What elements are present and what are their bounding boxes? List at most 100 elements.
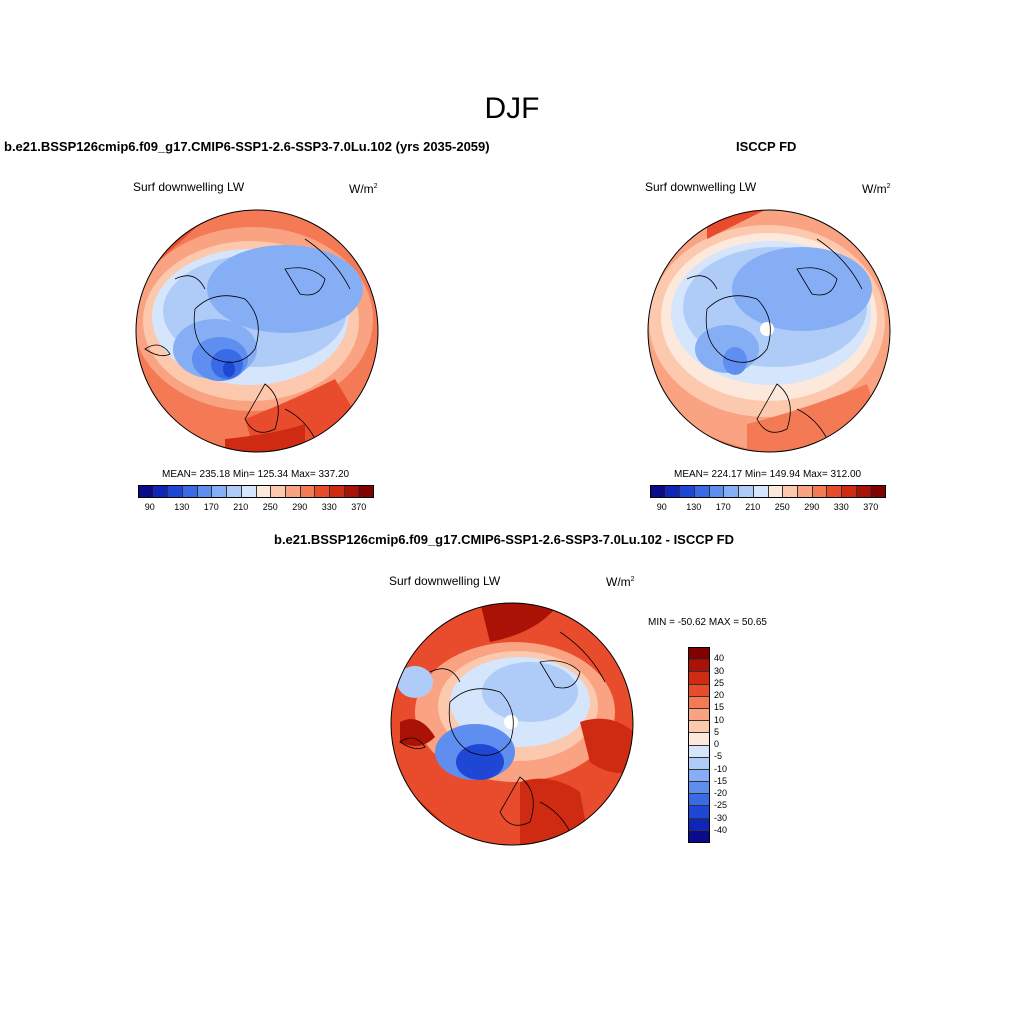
colorbar-swatch: [344, 486, 360, 497]
colorbar-swatch: [695, 486, 710, 497]
panel2-units-label: W/m2: [862, 182, 891, 196]
colorbar-swatch: [739, 486, 754, 497]
colorbar-swatch: [689, 684, 709, 697]
colorbar-swatch: [753, 486, 769, 497]
colorbar-tick-label: 170: [715, 502, 731, 512]
colorbar-swatch: [256, 486, 272, 497]
panel3-colorbar: [688, 647, 710, 843]
colorbar-swatch: [709, 486, 725, 497]
colorbar-swatch: [651, 486, 666, 497]
colorbar-swatch: [871, 486, 885, 497]
colorbar-swatch: [689, 806, 709, 819]
colorbar-tick-label: 370: [351, 502, 367, 512]
panel1-variable-label: Surf downwelling LW: [133, 180, 245, 194]
panel1-colorbar: [138, 485, 374, 498]
colorbar-tick-label: 90: [656, 502, 667, 512]
panel3-title: b.e21.BSSP126cmip6.f09_g17.CMIP6-SSP1-2.…: [274, 532, 735, 547]
colorbar-swatch: [783, 486, 798, 497]
colorbar-swatch: [856, 486, 872, 497]
colorbar-swatch: [680, 486, 696, 497]
panel2-colorbar: [650, 485, 886, 498]
panel3-variable-label: Surf downwelling LW: [389, 574, 501, 588]
panel1-title: b.e21.BSSP126cmip6.f09_g17.CMIP6-SSP1-2.…: [4, 139, 490, 154]
colorbar-tick-label: 210: [233, 502, 249, 512]
colorbar-tick-label: 330: [321, 502, 337, 512]
colorbar-tick-label: 30: [714, 665, 725, 676]
colorbar-swatch: [271, 486, 286, 497]
colorbar-swatch: [841, 486, 857, 497]
colorbar-tick-label: -5: [714, 751, 723, 762]
colorbar-swatch: [689, 745, 709, 758]
colorbar-tick-label: 0: [714, 739, 720, 749]
colorbar-tick-label: 250: [262, 502, 278, 512]
colorbar-swatch: [689, 769, 709, 783]
panel1-polar-map: [135, 209, 379, 453]
colorbar-tick-label: 20: [714, 690, 725, 700]
colorbar-tick-label: 210: [745, 502, 761, 512]
colorbar-tick-label: 250: [774, 502, 790, 512]
colorbar-swatch: [197, 486, 213, 497]
colorbar-swatch: [689, 830, 709, 842]
panel3-polar-map: [390, 602, 634, 846]
colorbar-swatch: [689, 708, 709, 722]
colorbar-swatch: [227, 486, 242, 497]
colorbar-swatch: [153, 486, 169, 497]
colorbar-swatch: [359, 486, 373, 497]
colorbar-tick-label: 290: [804, 502, 820, 512]
colorbar-tick-label: 130: [686, 502, 702, 512]
colorbar-swatch: [689, 696, 709, 709]
colorbar-swatch: [797, 486, 813, 497]
colorbar-tick-label: -30: [714, 812, 728, 823]
colorbar-swatch: [689, 794, 709, 807]
colorbar-swatch: [689, 782, 709, 795]
panel2-colorbar-ticks: 90 130 170 210 250 290 330 370: [650, 502, 886, 514]
colorbar-tick-label: -20: [714, 788, 728, 798]
panel1-units-label: W/m2: [349, 182, 378, 196]
colorbar-swatch: [724, 486, 740, 497]
colorbar-swatch: [285, 486, 301, 497]
colorbar-tick-label: 90: [144, 502, 155, 512]
colorbar-swatch: [689, 648, 709, 661]
colorbar-tick-label: 170: [203, 502, 219, 512]
colorbar-tick-label: 130: [174, 502, 190, 512]
colorbar-tick-label: 370: [863, 502, 879, 512]
colorbar-swatch: [689, 733, 709, 746]
colorbar-swatch: [827, 486, 842, 497]
colorbar-swatch: [168, 486, 184, 497]
panel1-stats: MEAN= 235.18 Min= 125.34 Max= 337.20: [162, 469, 350, 480]
colorbar-swatch: [300, 486, 316, 497]
colorbar-tick-label: 5: [714, 726, 720, 737]
colorbar-tick-label: 330: [833, 502, 849, 512]
colorbar-swatch: [689, 721, 709, 734]
colorbar-swatch: [241, 486, 257, 497]
panel2-polar-map: [647, 209, 891, 453]
panel1-colorbar-ticks: 90 130 170 210 250 290 330 370: [138, 502, 374, 514]
panel2-stats: MEAN= 224.17 Min= 149.94 Max= 312.00: [674, 469, 862, 480]
colorbar-swatch: [183, 486, 198, 497]
colorbar-tick-label: -10: [714, 763, 728, 774]
colorbar-swatch: [315, 486, 330, 497]
main-title: DJF: [484, 92, 540, 125]
colorbar-tick-label: 40: [714, 653, 725, 664]
colorbar-swatch: [689, 660, 709, 673]
panel3-colorbar-ticks: 40 30 25 20 15 10 5 0 -5 -10 -15 -20 -25 -30 -40: [714, 647, 754, 843]
colorbar-tick-label: 15: [714, 702, 725, 713]
colorbar-swatch: [329, 486, 345, 497]
colorbar-tick-label: 290: [292, 502, 308, 512]
panel2-variable-label: Surf downwelling LW: [645, 180, 757, 194]
colorbar-swatch: [212, 486, 228, 497]
colorbar-swatch: [665, 486, 681, 497]
panel2-title: ISCCP FD: [736, 139, 797, 154]
panel3-units-label: W/m2: [606, 575, 635, 589]
colorbar-tick-label: -25: [714, 800, 728, 811]
colorbar-tick-label: 10: [714, 714, 725, 725]
colorbar-swatch: [689, 757, 709, 770]
colorbar-swatch: [689, 818, 709, 831]
colorbar-tick-label: -40: [714, 824, 728, 835]
colorbar-tick-label: -15: [714, 775, 728, 786]
colorbar-swatch: [689, 672, 709, 685]
panel3-minmax: MIN = -50.62 MAX = 50.65: [648, 617, 767, 628]
colorbar-swatch: [812, 486, 828, 497]
colorbar-tick-label: 25: [714, 677, 725, 688]
colorbar-swatch: [139, 486, 154, 497]
